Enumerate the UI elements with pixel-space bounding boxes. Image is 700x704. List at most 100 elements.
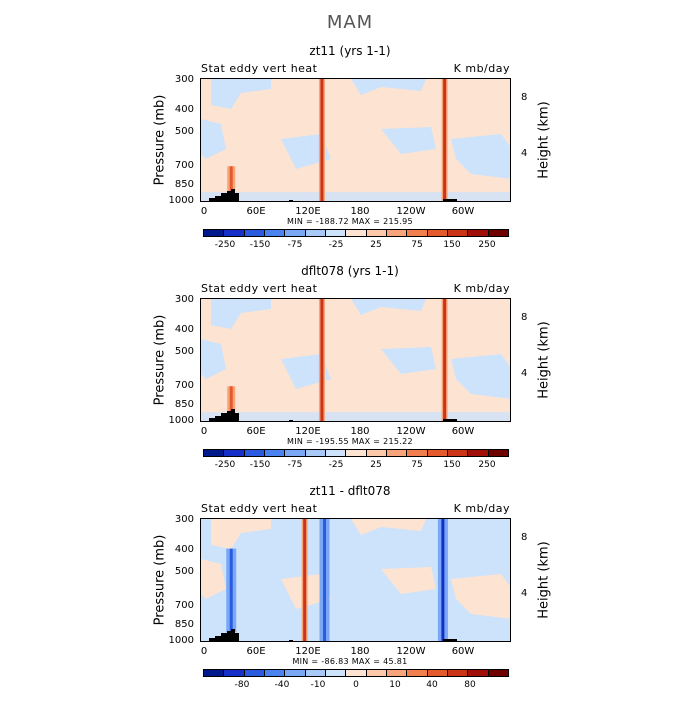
- topography-mask: [289, 420, 293, 421]
- panel-title: zt11 - dflt078: [309, 484, 391, 498]
- colorbar-swatch: [325, 670, 347, 676]
- colorbar-label: 150: [443, 240, 461, 250]
- colorbar-swatch: [407, 670, 428, 676]
- page-title: MAM: [326, 12, 374, 33]
- y2-axis-label: Height (km): [536, 101, 552, 179]
- negative-feature-core: [441, 519, 445, 641]
- colorbar-swatch: [386, 450, 408, 456]
- x-tick-label: 60E: [246, 426, 266, 437]
- colorbar-label: 150: [443, 460, 461, 470]
- y-tick-label: 1000: [168, 635, 194, 646]
- panel-zt11: zt11 (yrs 1-1) Stat eddy vert heat K mb/…: [0, 44, 700, 264]
- colorbar-swatch: [468, 230, 489, 236]
- colorbar-swatch: [244, 450, 265, 456]
- units-label: K mb/day: [453, 282, 510, 295]
- colorbar-swatch: [468, 450, 489, 456]
- colorbar-label: -250: [214, 240, 236, 250]
- colorbar-label: 75: [411, 460, 423, 470]
- contour-region: [381, 127, 436, 154]
- topography-mask: [443, 419, 457, 421]
- colorbar-swatch: [204, 230, 225, 236]
- contour-region: [201, 339, 226, 379]
- contour-region: [351, 299, 426, 315]
- y-tick-label: 700: [174, 160, 194, 171]
- contour-region: [381, 347, 436, 374]
- panel-title: dflt078 (yrs 1-1): [301, 264, 399, 278]
- colorbar-label: -150: [249, 240, 271, 250]
- colorbar-label: 250: [478, 460, 496, 470]
- colorbar-swatch: [346, 450, 367, 456]
- x-tick-label: 0: [200, 426, 208, 437]
- y-tick-label: 850: [174, 179, 194, 190]
- colorbar-swatch: [346, 670, 367, 676]
- y-tick-label: 300: [174, 74, 194, 85]
- colorbar-label: -75: [287, 240, 303, 250]
- colorbar-label: -25: [328, 460, 344, 470]
- colorbar-label: 10: [389, 680, 401, 690]
- colorbar-swatch: [264, 450, 286, 456]
- positive-feature-core: [443, 299, 447, 421]
- colorbar-swatch: [305, 230, 326, 236]
- colorbar-label: 25: [370, 460, 382, 470]
- colorbar-swatch: [204, 670, 225, 676]
- colorbar-swatch: [447, 230, 469, 236]
- x-tick-label: 120W: [396, 646, 426, 657]
- y2-tick-label: 8: [521, 92, 528, 103]
- positive-feature-core: [303, 519, 307, 641]
- y2-axis-label: Height (km): [536, 321, 552, 399]
- panel-dflt078: dflt078 (yrs 1-1) Stat eddy vert heat K …: [0, 264, 700, 484]
- colorbar-label: -40: [274, 680, 290, 690]
- colorbar-swatch: [204, 450, 225, 456]
- y-tick-label: 300: [174, 294, 194, 305]
- colorbar-swatch: [407, 230, 428, 236]
- colorbar-swatch: [264, 670, 286, 676]
- colorbar-swatch: [285, 670, 306, 676]
- x-tick-label: 120E: [295, 426, 321, 437]
- topography-mask: [289, 200, 293, 201]
- contour-region: [201, 559, 226, 599]
- y-tick-label: 400: [174, 104, 194, 115]
- y-tick-label: 300: [174, 514, 194, 525]
- y-tick-label: 850: [174, 399, 194, 410]
- colorbar-swatch: [244, 670, 265, 676]
- x-tick-label: 60E: [246, 206, 266, 217]
- field-label: Stat eddy vert heat: [201, 282, 318, 295]
- colorbar-label: -75: [287, 460, 303, 470]
- y-tick-label: 400: [174, 544, 194, 555]
- colorbar-swatch: [447, 670, 469, 676]
- colorbar-swatch: [386, 230, 408, 236]
- y-tick-label: 700: [174, 380, 194, 391]
- x-tick-label: 120W: [396, 426, 426, 437]
- positive-feature-core: [229, 166, 233, 193]
- topography-mask: [209, 629, 239, 641]
- contour-plot: [200, 518, 511, 642]
- y-tick-label: 850: [174, 619, 194, 630]
- contour-plot: [200, 298, 511, 422]
- colorbar: [203, 449, 509, 457]
- y-tick-label: 400: [174, 324, 194, 335]
- contour-region: [211, 79, 271, 109]
- colorbar-swatch: [285, 230, 306, 236]
- contour-region: [281, 354, 331, 389]
- contour-region: [201, 192, 510, 201]
- x-tick-label: 120E: [295, 646, 321, 657]
- colorbar-swatch: [264, 230, 286, 236]
- colorbar-swatch: [407, 450, 428, 456]
- y2-tick-label: 4: [521, 368, 528, 379]
- contour-region: [351, 79, 426, 95]
- colorbar-label: -25: [328, 240, 344, 250]
- colorbar-swatch: [305, 670, 326, 676]
- contour-region: [451, 134, 510, 179]
- colorbar-swatch: [346, 230, 367, 236]
- colorbar-label: 0: [353, 680, 359, 690]
- positive-feature-core: [320, 299, 324, 421]
- colorbar: [203, 669, 509, 677]
- x-tick-label: 180: [350, 426, 370, 437]
- colorbar-label: -80: [234, 680, 250, 690]
- topography-mask: [443, 199, 457, 201]
- negative-feature-core: [323, 519, 327, 641]
- y2-tick-label: 4: [521, 588, 528, 599]
- colorbar-swatch: [386, 670, 408, 676]
- field-label: Stat eddy vert heat: [201, 502, 318, 515]
- y2-tick-label: 8: [521, 532, 528, 543]
